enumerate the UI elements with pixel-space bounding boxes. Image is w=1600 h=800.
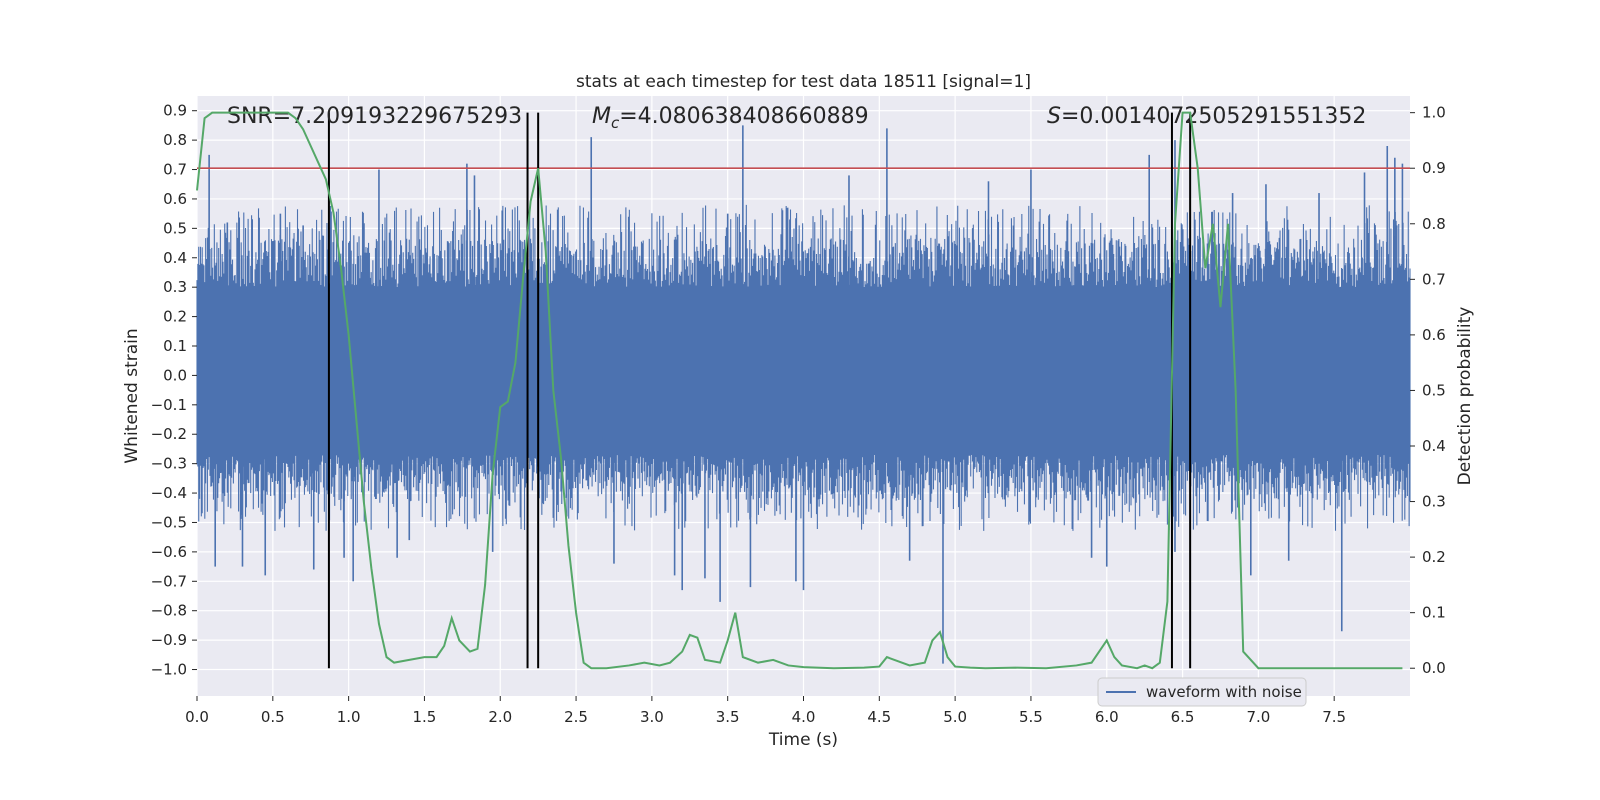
waveform-series: [196, 125, 1411, 664]
x-tick-label: 5.0: [943, 708, 967, 726]
left-tick-label: −1.0: [151, 661, 187, 679]
right-axis-ticks: 1.0 0.9 0.8 0.7 0.6 0.5 0.4 0.3 0.2 0.1 0.0: [1410, 104, 1446, 677]
left-tick-label: −0.4: [151, 484, 187, 502]
left-tick-label: −0.2: [151, 425, 187, 443]
mc-symbol: M: [592, 104, 611, 129]
left-tick-label: 0.2: [163, 308, 187, 326]
left-tick-label: 0.4: [163, 249, 187, 267]
right-tick-label: 0.0: [1422, 659, 1446, 677]
x-tick-label: 1.0: [337, 708, 361, 726]
snr-annotation: SNR=7.209193229675293: [227, 104, 522, 129]
right-tick-label: 0.3: [1422, 493, 1446, 511]
left-tick-label: −0.5: [151, 513, 187, 531]
chirp-mass-annotation: Mc=4.080638408660889: [592, 104, 869, 132]
x-tick-label: 7.0: [1246, 708, 1270, 726]
legend-box: [1097, 677, 1307, 707]
left-tick-label: 0.5: [163, 219, 187, 237]
right-tick-label: 0.1: [1422, 604, 1446, 622]
right-tick-label: 0.2: [1422, 548, 1446, 566]
x-tick-label: 3.0: [640, 708, 664, 726]
left-tick-label: −0.6: [151, 543, 187, 561]
right-tick-label: 0.4: [1422, 437, 1446, 455]
left-axis-ticks: 0.9 0.8 0.7 0.6 0.5 0.4 0.3 0.2 0.1 0.0 −0.1 −0.2 −0…: [151, 102, 197, 679]
left-tick-label: −0.9: [151, 631, 187, 649]
legend-label: waveform with noise: [1146, 683, 1302, 701]
left-tick-label: 0.6: [163, 190, 187, 208]
left-axis-label: Whitened strain: [122, 328, 142, 463]
x-tick-label: 4.5: [867, 708, 891, 726]
x-axis-label: Time (s): [768, 730, 838, 750]
mc-value: =4.080638408660889: [619, 104, 868, 129]
x-tick-label: 2.0: [488, 708, 512, 726]
right-tick-label: 1.0: [1422, 104, 1446, 122]
s-value: =0.0014072505291551352: [1061, 104, 1366, 129]
x-tick-label: 7.5: [1322, 708, 1346, 726]
legend: waveform with noise: [1097, 677, 1307, 707]
waveform-band: [197, 287, 1410, 455]
x-tick-label: 4.0: [792, 708, 816, 726]
x-tick-label: 2.5: [564, 708, 588, 726]
s-symbol: S: [1047, 104, 1061, 129]
left-tick-label: −0.8: [151, 602, 187, 620]
left-tick-label: 0.1: [163, 337, 187, 355]
right-tick-label: 0.5: [1422, 381, 1446, 399]
left-tick-label: 0.8: [163, 131, 187, 149]
mc-subscript: c: [611, 114, 620, 132]
x-tick-label: 0.5: [261, 708, 285, 726]
x-tick-label: 3.5: [716, 708, 740, 726]
right-tick-label: 0.8: [1422, 215, 1446, 233]
left-tick-label: 0.9: [163, 102, 187, 120]
s-annotation: S=0.0014072505291551352: [1047, 104, 1366, 129]
x-tick-label: 5.5: [1019, 708, 1043, 726]
left-tick-label: 0.3: [163, 278, 187, 296]
right-tick-label: 0.7: [1422, 270, 1446, 288]
left-tick-label: −0.7: [151, 572, 187, 590]
x-tick-label: 0.0: [185, 708, 209, 726]
left-tick-label: −0.3: [151, 455, 187, 473]
x-axis-ticks: 0.0 0.5 1.0 1.5 2.0 2.5 3.0 3.5 4.0 4.5 5.0 5.5 6.0 6…: [185, 696, 1346, 726]
left-tick-label: 0.0: [163, 366, 187, 384]
right-tick-label: 0.6: [1422, 326, 1446, 344]
left-tick-label: 0.7: [163, 161, 187, 179]
chart-title: stats at each timestep for test data 185…: [576, 72, 1031, 92]
x-tick-label: 6.0: [1095, 708, 1119, 726]
probability-series-line: [196, 111, 1403, 670]
right-axis-label: Detection probability: [1455, 307, 1475, 486]
right-tick-label: 0.9: [1422, 159, 1446, 177]
x-tick-label: 1.5: [413, 708, 437, 726]
x-tick-label: 6.5: [1171, 708, 1195, 726]
left-tick-label: −0.1: [151, 396, 187, 414]
